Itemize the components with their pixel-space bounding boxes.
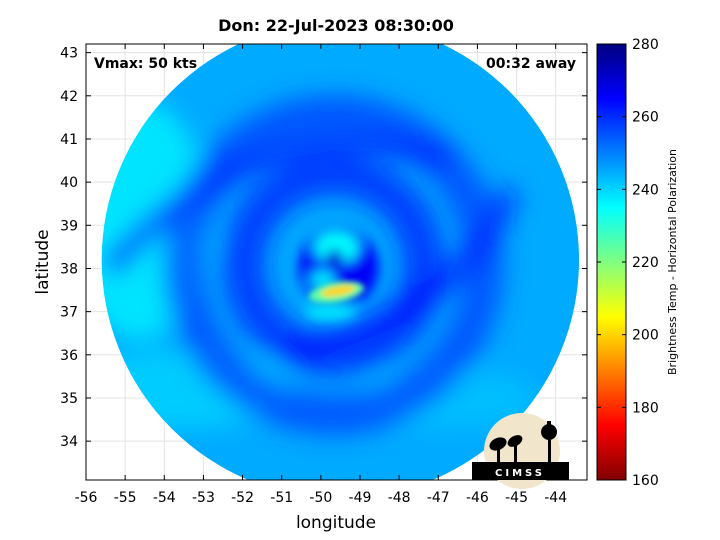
colorbar-tick-label: 160 <box>632 473 659 489</box>
colorbar-tick-label: 280 <box>632 37 659 53</box>
x-tick-label: -46 <box>466 490 489 506</box>
y-axis-label: latitude <box>33 229 53 294</box>
x-tick-label: -55 <box>114 490 137 506</box>
y-tick-label: 34 <box>60 434 78 450</box>
colorbar-tick-label: 240 <box>632 182 659 198</box>
colorbar-tick-label: 200 <box>632 328 659 344</box>
x-axis-label: longitude <box>296 513 376 533</box>
chart-title: Don: 22-Jul-2023 08:30:00 <box>218 16 454 35</box>
eyewall-minimum <box>308 281 365 304</box>
cimss-logo: CIMSS <box>472 413 569 489</box>
logo-ground <box>472 462 569 480</box>
colorbar-tick-label: 260 <box>632 110 659 126</box>
colorbar-tick-label: 180 <box>632 400 659 416</box>
vmax-annotation: Vmax: 50 kts <box>94 56 197 72</box>
y-tick-label: 40 <box>60 175 78 191</box>
x-tick-label: -44 <box>544 490 567 506</box>
colorbar-tick-label: 220 <box>632 255 659 271</box>
logo-tower-tank <box>541 424 557 440</box>
axes-frame <box>85 43 588 481</box>
colorbar-ticks: 160 180 200 220 240 260 280 <box>597 37 659 489</box>
logo-dish-2 <box>507 435 523 447</box>
x-tick-label: -47 <box>427 490 450 506</box>
colorbar-label: Brightness Temp - Horizontal Polarizatio… <box>666 149 679 375</box>
x-tick-label: -50 <box>309 490 332 506</box>
x-tick-label: -45 <box>505 490 528 506</box>
colorbar <box>596 43 627 481</box>
logo-tower-top <box>547 421 551 425</box>
axis-ticks: -56 -55 -54 -53 -52 -51 -50 -49 -48 -47 -46 -45 -44 3… <box>60 44 587 506</box>
x-tick-label: -56 <box>75 490 98 506</box>
x-tick-label: -52 <box>231 490 254 506</box>
x-tick-label: -48 <box>388 490 411 506</box>
x-tick-label: -49 <box>349 490 372 506</box>
logo-dish-1 <box>489 437 507 451</box>
y-tick-label: 41 <box>60 132 78 148</box>
y-tick-label: 38 <box>60 261 78 277</box>
logo-text: CIMSS <box>495 468 545 479</box>
logo-dish-2-stand <box>514 443 517 462</box>
x-tick-label: -53 <box>192 490 215 506</box>
logo-dish-1-stand <box>497 446 500 462</box>
time-away-annotation: 00:32 away <box>486 56 576 72</box>
y-tick-label: 35 <box>60 391 78 407</box>
y-tick-label: 37 <box>60 305 78 321</box>
y-tick-label: 42 <box>60 89 78 105</box>
x-tick-label: -54 <box>153 490 176 506</box>
y-tick-label: 39 <box>60 218 78 234</box>
logo-tower-leg <box>548 438 551 462</box>
y-tick-label: 43 <box>60 46 78 62</box>
y-tick-label: 36 <box>60 348 78 364</box>
x-tick-label: -51 <box>270 490 293 506</box>
